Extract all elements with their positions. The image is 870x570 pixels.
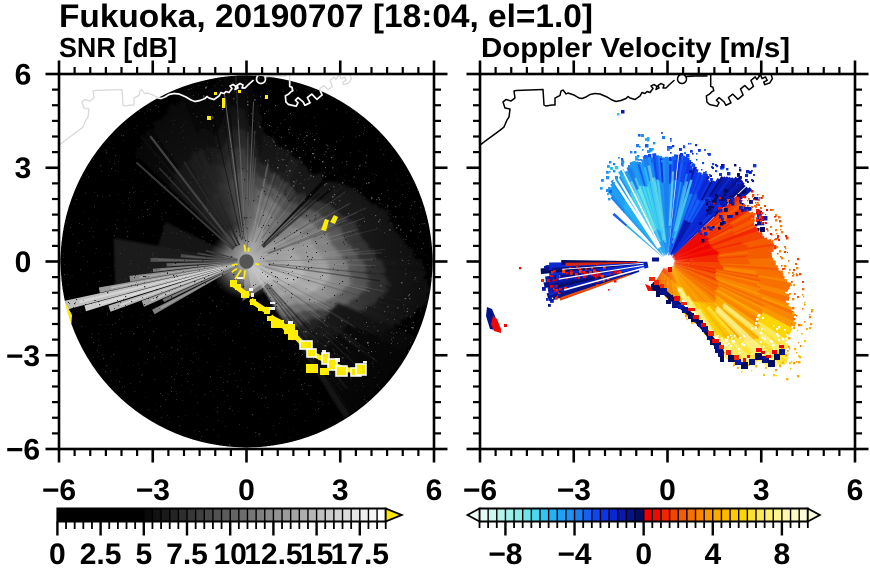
svg-text:−6: −6 [42, 474, 76, 507]
svg-text:0: 0 [635, 538, 652, 570]
svg-text:−6: −6 [6, 434, 40, 467]
svg-text:SNR [dB]: SNR [dB] [59, 32, 177, 63]
svg-text:17.5: 17.5 [331, 538, 389, 570]
svg-text:Fukuoka, 20190707 [18:04, el=1: Fukuoka, 20190707 [18:04, el=1.0] [59, 0, 593, 34]
svg-text:−3: −3 [136, 474, 170, 507]
svg-text:−3: −3 [6, 340, 40, 373]
svg-text:6: 6 [847, 474, 864, 507]
svg-text:7.5: 7.5 [166, 538, 208, 570]
svg-text:0: 0 [238, 474, 255, 507]
svg-text:0: 0 [49, 538, 66, 570]
svg-text:0: 0 [15, 246, 32, 279]
svg-text:4: 4 [704, 538, 721, 570]
svg-text:8: 8 [774, 538, 791, 570]
svg-text:−4: −4 [557, 538, 592, 570]
svg-text:6: 6 [15, 59, 32, 92]
svg-text:3: 3 [15, 152, 32, 185]
svg-text:−8: −8 [488, 538, 522, 570]
svg-text:−6: −6 [463, 474, 497, 507]
svg-text:2.5: 2.5 [80, 538, 122, 570]
svg-text:5: 5 [135, 538, 152, 570]
svg-text:3: 3 [753, 474, 770, 507]
svg-text:12.5: 12.5 [244, 538, 302, 570]
svg-text:10: 10 [214, 538, 247, 570]
svg-text:0: 0 [659, 474, 676, 507]
svg-text:Doppler Velocity [m/s]: Doppler Velocity [m/s] [481, 32, 790, 63]
svg-text:15: 15 [300, 538, 333, 570]
svg-text:−3: −3 [557, 474, 591, 507]
svg-text:6: 6 [426, 474, 443, 507]
svg-text:3: 3 [332, 474, 349, 507]
